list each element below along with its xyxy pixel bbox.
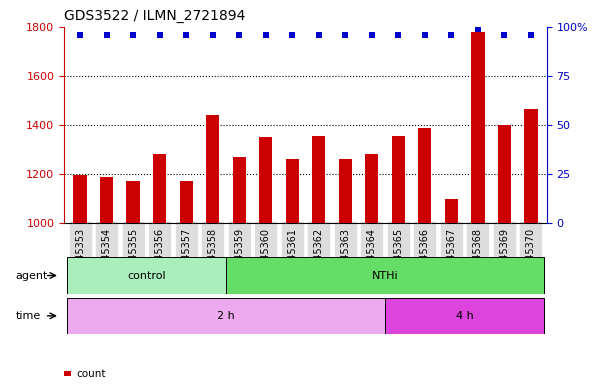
Point — [181, 31, 191, 38]
Bar — [418, 129, 431, 223]
Bar — [73, 175, 87, 223]
Text: 4 h: 4 h — [456, 311, 474, 321]
Bar — [498, 125, 511, 223]
Point — [473, 26, 483, 32]
Bar — [67, 298, 385, 334]
Bar — [445, 199, 458, 223]
Bar — [153, 154, 166, 223]
Bar — [100, 177, 113, 223]
Point — [526, 31, 536, 38]
Text: 2 h: 2 h — [217, 311, 235, 321]
Text: NTHi: NTHi — [371, 270, 398, 281]
Bar — [226, 257, 544, 294]
Point — [287, 31, 297, 38]
Point — [155, 31, 164, 38]
Bar — [385, 298, 544, 334]
Bar — [524, 109, 538, 223]
Bar — [285, 159, 299, 223]
Text: control: control — [127, 270, 166, 281]
Text: GDS3522 / ILMN_2721894: GDS3522 / ILMN_2721894 — [64, 9, 246, 23]
Point — [208, 31, 218, 38]
Bar — [471, 32, 485, 223]
Bar — [206, 115, 219, 223]
Bar — [259, 137, 273, 223]
Point — [75, 31, 85, 38]
Point — [367, 31, 377, 38]
Point — [234, 31, 244, 38]
Bar — [338, 159, 352, 223]
Point — [261, 31, 271, 38]
Bar — [365, 154, 378, 223]
Point — [340, 31, 350, 38]
Bar — [126, 181, 140, 223]
Point — [420, 31, 430, 38]
Point — [101, 31, 111, 38]
Bar — [312, 136, 326, 223]
Point — [314, 31, 324, 38]
Bar — [392, 136, 405, 223]
Bar — [67, 257, 226, 294]
Point — [393, 31, 403, 38]
Bar — [180, 181, 193, 223]
Point — [128, 31, 138, 38]
Point — [447, 31, 456, 38]
Text: time: time — [15, 311, 40, 321]
Text: count: count — [76, 369, 106, 379]
Point — [500, 31, 510, 38]
Text: agent: agent — [15, 270, 48, 281]
Bar — [233, 157, 246, 223]
